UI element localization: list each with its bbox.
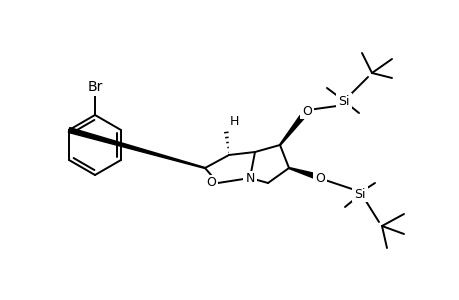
Text: Si: Si [353, 188, 365, 200]
Text: Br: Br [87, 80, 102, 94]
Text: H: H [229, 115, 238, 128]
Text: N: N [245, 172, 254, 185]
Text: O: O [206, 176, 215, 190]
Text: O: O [302, 104, 311, 118]
Polygon shape [288, 167, 315, 178]
Polygon shape [68, 128, 205, 169]
Text: Si: Si [337, 94, 349, 107]
Text: O: O [314, 172, 324, 184]
Polygon shape [279, 116, 303, 145]
